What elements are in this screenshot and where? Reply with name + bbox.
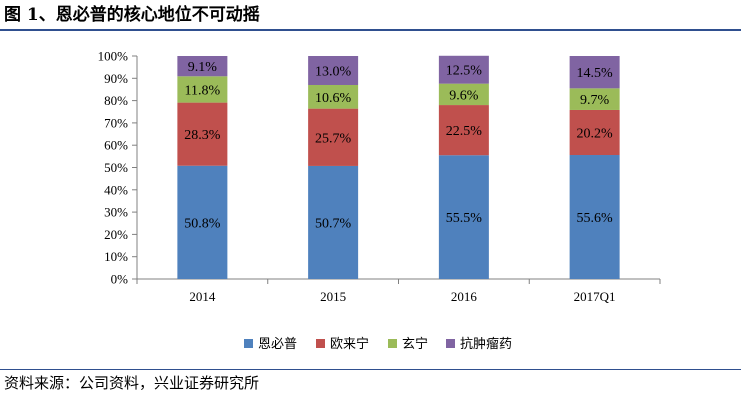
bar-segment: [177, 56, 228, 77]
legend-label: 抗肿瘤药: [460, 336, 512, 351]
y-tick-label: 30%: [104, 205, 128, 220]
legend-swatch: [446, 339, 455, 348]
data-label: 11.8%: [185, 83, 221, 98]
bar-segment: [569, 155, 620, 279]
title-divider: [0, 29, 741, 31]
stacked-bar-chart: 0% 10% 20% 30% 40% 50% 60% 70% 80% 90% 100% 50.8% 28…: [98, 49, 661, 351]
source-divider: [0, 369, 741, 370]
bar-segment: [177, 76, 228, 103]
bar-segment: [569, 88, 620, 110]
data-label: 13.0%: [315, 64, 352, 79]
legend-swatch: [244, 339, 253, 348]
y-tick-label: 40%: [104, 182, 128, 197]
bar-segment: [438, 155, 489, 279]
y-tick-label: 80%: [104, 93, 128, 108]
bar-segment: [569, 109, 620, 156]
data-label: 20.2%: [577, 126, 614, 141]
bar-segment: [438, 55, 489, 84]
x-tick-label: 2014: [189, 289, 216, 304]
y-tick-label: 20%: [104, 227, 128, 242]
bar-segment: [438, 83, 489, 106]
bar-segment: [308, 56, 359, 85]
data-label: 12.5%: [446, 64, 483, 79]
bar-segment: [308, 108, 359, 166]
data-label: 10.6%: [315, 91, 352, 106]
y-tick-label: 0%: [111, 272, 129, 287]
data-label: 9.7%: [580, 93, 610, 108]
bar-segment: [569, 56, 620, 89]
legend-label: 玄宁: [402, 336, 428, 351]
y-tick-label: 70%: [104, 115, 128, 130]
bar-segment: [177, 102, 228, 166]
x-tick-label: 2015: [320, 289, 346, 304]
legend-swatch: [388, 339, 397, 348]
data-label: 9.1%: [188, 60, 218, 75]
y-tick-label: 90%: [104, 71, 128, 86]
y-tick-label: 10%: [104, 249, 128, 264]
data-label: 55.6%: [577, 211, 614, 226]
data-label: 50.8%: [184, 216, 221, 231]
data-label: 28.3%: [184, 128, 221, 143]
data-label: 9.6%: [449, 88, 479, 103]
bar-segment: [177, 165, 228, 279]
data-label: 22.5%: [446, 124, 483, 139]
bar-segment: [438, 105, 489, 156]
data-label: 25.7%: [315, 131, 352, 146]
y-tick-label: 50%: [104, 160, 128, 175]
y-tick-label: 60%: [104, 138, 128, 153]
x-tick-label: 2016: [451, 289, 478, 304]
data-label: 50.7%: [315, 216, 352, 231]
legend-swatch: [316, 339, 325, 348]
y-tick-label: 100%: [98, 49, 129, 64]
bar-segment: [308, 84, 359, 109]
data-label: 55.5%: [446, 211, 483, 226]
legend-label: 欧来宁: [330, 336, 369, 351]
source-note: 资料来源：公司资料，兴业证券研究所: [4, 374, 260, 392]
data-label: 14.5%: [577, 66, 614, 81]
x-tick-label: 2017Q1: [574, 289, 616, 304]
bar-segment: [308, 165, 359, 279]
figure-title: 图 1、恩必普的核心地位不可动摇: [4, 5, 260, 25]
legend-label: 恩必普: [258, 336, 297, 351]
